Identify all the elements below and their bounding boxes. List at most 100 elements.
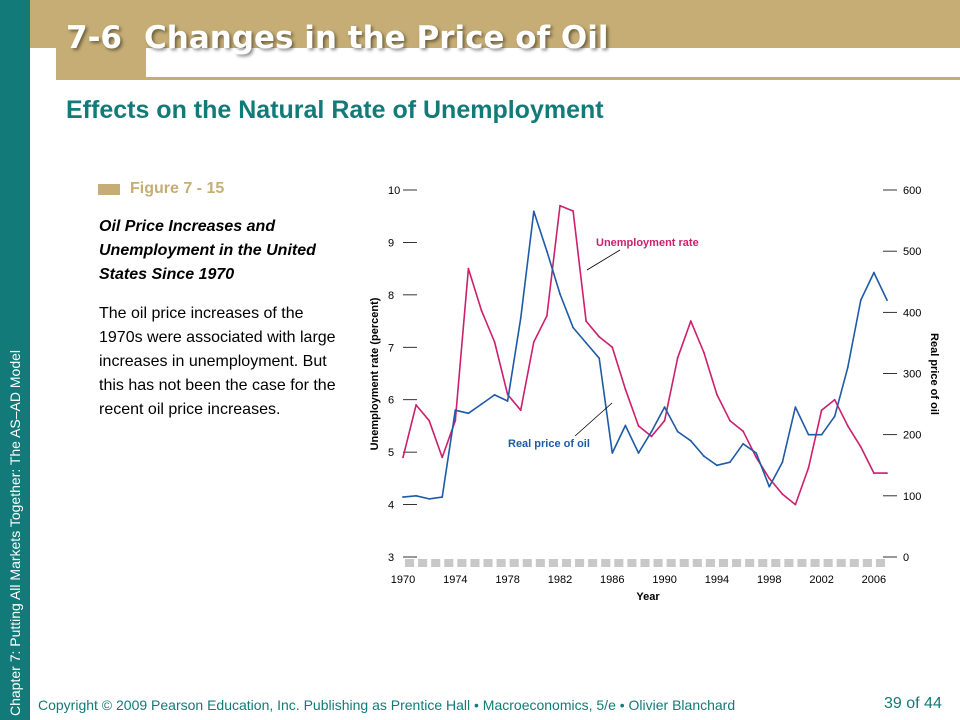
oil-price-point (598, 357, 601, 360)
year-band (836, 559, 846, 567)
slide-subtitle: Effects on the Natural Rate of Unemploym… (66, 96, 604, 124)
x-tick-label: 1990 (652, 574, 676, 586)
year-band (431, 559, 441, 567)
year-band (483, 559, 493, 567)
side-strip: Chapter 7: Putting All Markets Together:… (0, 0, 30, 720)
left-tick-label: 6 (388, 395, 394, 407)
oil-price-point (742, 442, 745, 445)
oil-price-point (454, 409, 457, 412)
unemployment-point (820, 409, 823, 412)
slide-title: 7-6 Changes in the Price of Oil (66, 20, 609, 56)
unemployment-point (545, 314, 548, 317)
unemployment-point (519, 409, 522, 412)
x-tick-label: 1998 (757, 574, 781, 586)
unemployment-point (598, 335, 601, 338)
oil-price-point (585, 342, 588, 344)
unemployment-point (454, 419, 457, 422)
oil-price-point (611, 452, 614, 454)
x-axis-title: Year (636, 591, 660, 603)
year-band (666, 559, 676, 567)
oil-price-point (820, 433, 823, 436)
oil-price-point (886, 299, 888, 301)
oil-price-point (755, 452, 758, 454)
year-band (561, 559, 572, 567)
oil-price-point (624, 424, 627, 427)
unemployment-point (402, 456, 404, 459)
oil-price-point (637, 452, 640, 454)
unemployment-point (846, 425, 849, 427)
page-total: of 44 (906, 695, 942, 712)
left-axis-title: Unemployment rate (percent) (369, 297, 381, 450)
oil-price-point (729, 461, 731, 464)
oil-price-point (441, 496, 444, 498)
year-band (653, 559, 663, 567)
year-band (823, 559, 833, 567)
x-tick-label: 1978 (495, 574, 519, 586)
left-tick-label: 7 (388, 342, 394, 354)
figure-label-text: Figure 7 - 15 (130, 180, 225, 197)
oil-price-line (402, 210, 888, 500)
unemployment-point (755, 456, 758, 459)
year-band (732, 559, 742, 567)
year-band (745, 559, 755, 567)
unemployment-point (585, 320, 588, 322)
unemployment-point (833, 398, 836, 401)
oil-price-point (859, 299, 862, 301)
figure-heading: Oil Price Increases and Unemployment in … (99, 218, 316, 283)
oil-price-point (559, 293, 561, 295)
unemployment-leader (586, 249, 621, 271)
year-band (444, 559, 454, 567)
year-band (588, 559, 598, 567)
left-tick-label: 9 (388, 237, 394, 249)
year-band (470, 559, 480, 567)
unemployment-point (650, 435, 653, 438)
oil-price-point (480, 403, 483, 405)
year-band (679, 559, 689, 567)
year-band (797, 559, 807, 567)
unemployment-point (768, 477, 771, 480)
year-band (614, 559, 624, 567)
right-tick-label: 300 (903, 369, 921, 381)
x-tick-label: 1986 (600, 574, 624, 586)
oil-price-point (663, 406, 666, 409)
unemployment-point (859, 446, 862, 448)
unemployment-point (729, 419, 731, 422)
x-tick-label: 2006 (862, 574, 886, 586)
oil-price-point (873, 271, 875, 274)
right-tick-label: 400 (903, 307, 921, 319)
copyright-footer: Copyright © 2009 Pearson Education, Inc.… (38, 697, 736, 713)
oil-price-point (532, 210, 535, 213)
oil-price-point (467, 412, 470, 415)
page-number: 39 of 44 (884, 695, 942, 713)
year-band (535, 559, 545, 567)
unemployment-point (624, 388, 627, 391)
unemployment-point (415, 404, 417, 406)
figure-description: The oil price increases of the 1970s wer… (99, 305, 336, 418)
header-bar (30, 0, 960, 48)
oil-price-leader (574, 402, 613, 437)
left-tick-label: 5 (388, 447, 394, 459)
right-tick-label: 0 (903, 552, 909, 564)
unemployment-point (480, 309, 483, 312)
unemployment-point (532, 341, 535, 343)
year-band (575, 559, 585, 567)
year-band (705, 559, 715, 567)
unemployment-point (467, 267, 470, 270)
oil-price-point (833, 415, 836, 418)
year-band (496, 559, 506, 567)
unemployment-point (742, 430, 745, 433)
unemployment-point (716, 393, 718, 396)
slide-title-number: 7-6 (66, 20, 123, 56)
unemployment-point (689, 320, 692, 322)
header-notch (30, 48, 56, 80)
unemployment-point (493, 341, 496, 343)
x-tick-label: 1982 (548, 574, 572, 586)
oil-price-label: Real price of oil (508, 438, 590, 450)
unemployment-point (702, 351, 705, 354)
left-tick-label: 8 (388, 290, 394, 302)
oil-price-point (768, 485, 771, 488)
slide-title-text: Changes in the Price of Oil (144, 20, 609, 56)
oil-price-point (781, 461, 784, 464)
year-band (640, 559, 650, 567)
year-band (548, 559, 558, 567)
